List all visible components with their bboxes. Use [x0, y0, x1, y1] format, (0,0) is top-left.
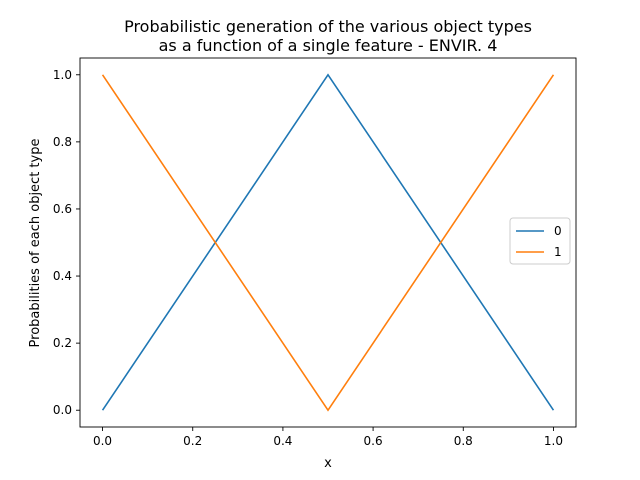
x-tick-label: 0.4: [273, 434, 292, 448]
series-line-1: [101, 74, 555, 412]
x-tick-label: 0.2: [183, 434, 202, 448]
y-tick-label: 0.4: [53, 269, 72, 283]
chart-title-line-2: as a function of a single feature - ENVI…: [159, 36, 498, 55]
x-tick-label: 1.0: [544, 434, 563, 448]
x-tick-label: 0.6: [364, 434, 383, 448]
x-tick-label: 0.8: [454, 434, 473, 448]
y-tick-label: 1.0: [53, 68, 72, 82]
series-layer: [101, 73, 555, 412]
y-tick-label: 0.2: [53, 336, 72, 350]
axes-layer: 0.0 0.2 0.4 0.6 0.8 1.0 0.0 0.2 0.4 0.6 0.8 1.0: [53, 57, 577, 448]
y-tick-label: 0.6: [53, 202, 72, 216]
legend: 01: [509, 217, 571, 265]
y-tick-label: 0.0: [53, 403, 72, 417]
chart-title-line-1: Probabilistic generation of the various …: [124, 17, 532, 36]
legend-label-1: 1: [554, 245, 562, 259]
x-axis-label: x: [324, 456, 332, 471]
axes-frame: [79, 57, 577, 428]
series-line-0: [101, 73, 555, 411]
y-axis-label: Probabilities of each object type: [28, 139, 43, 348]
y-tick-label: 0.8: [53, 135, 72, 149]
x-tick-label: 0.0: [93, 434, 112, 448]
legend-label-0: 0: [554, 224, 562, 238]
